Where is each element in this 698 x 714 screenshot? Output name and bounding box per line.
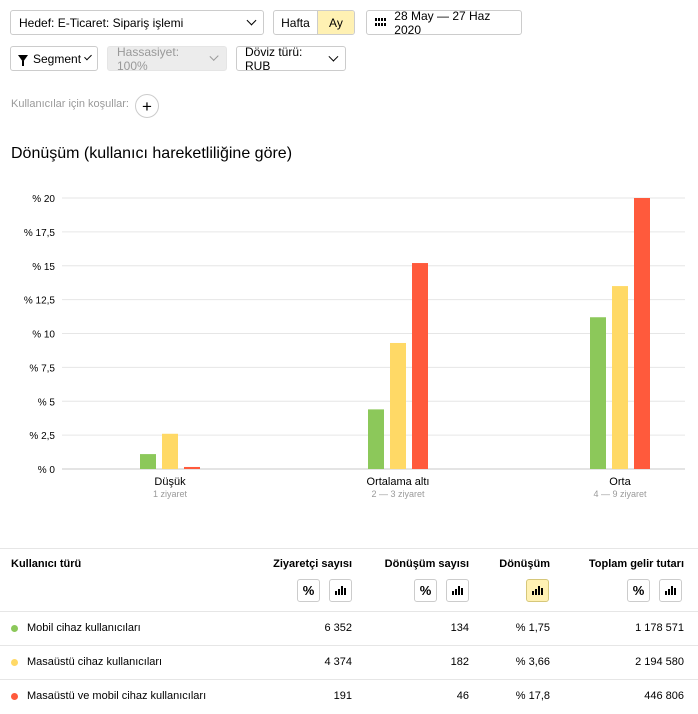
row-visitors: 191 <box>333 690 352 702</box>
visitors-percent-toggle[interactable]: % <box>297 579 320 602</box>
percent-icon: % <box>302 583 315 598</box>
revenue-chart-toggle[interactable] <box>659 579 682 602</box>
column-header-conversions: Dönüşüm sayısı <box>384 558 469 570</box>
series-color-dot <box>11 659 18 666</box>
currency-select[interactable]: Döviz türü: RUB <box>236 44 346 73</box>
row-revenue: 446 806 <box>644 690 684 702</box>
segment-button[interactable]: Segment <box>10 46 98 71</box>
table-top-divider <box>0 548 698 549</box>
y-tick-label: % 2,5 <box>29 431 55 442</box>
bar-chart-icon <box>665 586 676 595</box>
column-header-visitors: Ziyaretçi sayısı <box>273 558 352 570</box>
bar <box>390 342 406 469</box>
period-week-button[interactable]: Hafta <box>274 11 318 34</box>
bar <box>140 454 156 469</box>
y-tick-label: % 20 <box>32 194 55 205</box>
x-category-label: Düşük <box>154 476 186 488</box>
percent-icon: % <box>419 583 432 598</box>
column-header-conversion-rate: Dönüşüm <box>499 558 550 570</box>
x-category-label: Orta <box>609 476 631 488</box>
calendar-icon <box>375 17 386 28</box>
period-toggle: Hafta Ay <box>273 10 355 35</box>
filter-icon <box>18 55 28 66</box>
bar <box>612 286 628 469</box>
y-tick-label: % 12,5 <box>24 296 56 307</box>
date-range-label: 28 May — 27 Haz 2020 <box>394 8 491 37</box>
x-category-sublabel: 2 — 3 ziyaret <box>371 489 425 499</box>
table-row[interactable]: Mobil cihaz kullanıcıları 6 352 134 % 1,… <box>0 611 698 645</box>
table-row[interactable]: Masaüstü cihaz kullanıcıları 4 374 182 %… <box>0 645 698 679</box>
conversions-percent-toggle[interactable]: % <box>414 579 437 602</box>
revenue-percent-toggle[interactable]: % <box>627 579 650 602</box>
row-conversions: 134 <box>450 622 469 634</box>
column-header-revenue: Toplam gelir tutarı <box>588 558 684 570</box>
row-visitors: 6 352 <box>324 622 352 634</box>
conversion-rate-chart-toggle[interactable] <box>526 579 549 602</box>
bar-chart-icon <box>532 586 543 595</box>
row-user-type: Mobil cihaz kullanıcıları <box>27 622 141 634</box>
y-tick-label: % 10 <box>32 330 55 341</box>
row-visitors: 4 374 <box>324 656 352 668</box>
date-range-picker[interactable]: 28 May — 27 Haz 2020 <box>366 8 522 37</box>
bar-chart-icon <box>335 586 346 595</box>
visitors-chart-toggle[interactable] <box>329 579 352 602</box>
bar <box>184 466 200 469</box>
segment-label: Segment <box>33 51 82 66</box>
goal-select-label: Hedef: E-Ticaret: Sipariş işlemi <box>19 15 184 30</box>
conditions-label: Kullanıcılar için koşullar: <box>11 98 129 110</box>
period-month-button[interactable]: Ay <box>317 11 354 34</box>
table-row[interactable]: Masaüstü ve mobil cihaz kullanıcıları 19… <box>0 679 698 713</box>
row-user-type: Masaüstü ve mobil cihaz kullanıcıları <box>27 690 207 702</box>
bar <box>368 409 384 469</box>
chevron-down-icon <box>84 52 92 61</box>
row-conversions: 182 <box>450 656 469 668</box>
chevron-down-icon <box>209 51 219 62</box>
row-conversion-rate: % 3,66 <box>515 656 550 668</box>
x-category-label: Ortalama altı <box>367 476 430 488</box>
percent-icon: % <box>632 583 645 598</box>
x-category-sublabel: 1 ziyaret <box>153 489 188 499</box>
row-conversions: 46 <box>456 690 469 702</box>
column-header-user-type: Kullanıcı türü <box>11 558 82 570</box>
row-revenue: 1 178 571 <box>635 622 684 634</box>
series-color-dot <box>11 693 18 700</box>
y-tick-label: % 5 <box>38 397 56 408</box>
conversions-chart-toggle[interactable] <box>446 579 469 602</box>
x-category-sublabel: 4 — 9 ziyaret <box>593 489 647 499</box>
goal-select[interactable]: Hedef: E-Ticaret: Sipariş işlemi <box>10 10 264 35</box>
row-revenue: 2 194 580 <box>635 656 684 668</box>
chart-title: Dönüşüm (kullanıcı hareketliliğine göre) <box>11 145 293 162</box>
row-conversion-rate: % 1,75 <box>515 622 550 634</box>
bar <box>162 433 178 469</box>
accuracy-select[interactable]: Hassasiyet: 100% <box>107 44 227 73</box>
plus-icon: + <box>142 96 152 116</box>
y-tick-label: % 7,5 <box>29 363 55 374</box>
add-condition-button[interactable]: + <box>135 94 159 118</box>
chevron-down-icon <box>328 51 339 62</box>
bar-chart-icon <box>452 586 463 595</box>
row-conversion-rate: % 17,8 <box>515 690 550 702</box>
accuracy-label: Hassasiyet: 100% <box>117 44 180 73</box>
conversion-bar-chart: % 0 % 2,5 % 5 % 7,5 % 10 % 12,5 % 15 % 17,5 % 20… <box>24 194 685 499</box>
y-tick-label: % 0 <box>38 465 56 476</box>
series-color-dot <box>11 625 18 632</box>
currency-label: Döviz türü: RUB <box>245 44 303 73</box>
bar <box>412 263 428 469</box>
y-tick-label: % 15 <box>32 262 55 273</box>
chevron-down-icon <box>246 15 257 26</box>
bar <box>634 198 650 469</box>
row-user-type: Masaüstü cihaz kullanıcıları <box>27 656 163 668</box>
bar <box>590 317 606 469</box>
y-tick-label: % 17,5 <box>24 228 56 239</box>
